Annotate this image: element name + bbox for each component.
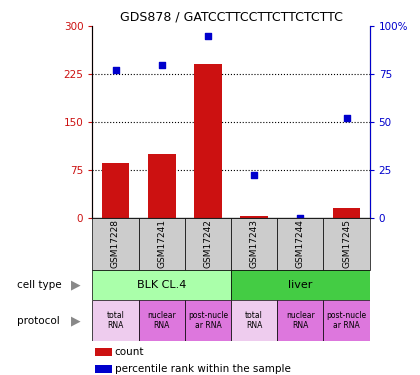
Text: protocol: protocol — [17, 316, 60, 326]
Bar — [277, 300, 323, 341]
Point — [297, 214, 304, 220]
Point — [205, 33, 211, 39]
Text: post-nucle
ar RNA: post-nucle ar RNA — [188, 311, 228, 330]
Bar — [95, 348, 112, 356]
Text: GSM17245: GSM17245 — [342, 219, 351, 268]
Title: GDS878 / GATCCTTCCTTCTTCTCTTC: GDS878 / GATCCTTCCTTCTTCTCTTC — [120, 11, 342, 24]
Bar — [139, 300, 185, 341]
Bar — [185, 217, 231, 270]
Bar — [92, 217, 139, 270]
Bar — [231, 270, 370, 300]
Bar — [240, 216, 268, 217]
Bar — [333, 208, 360, 218]
Text: cell type: cell type — [17, 280, 61, 290]
Text: GSM17241: GSM17241 — [157, 219, 166, 268]
Text: GSM17228: GSM17228 — [111, 219, 120, 268]
Text: nuclear
RNA: nuclear RNA — [286, 311, 315, 330]
Point — [343, 115, 350, 121]
Bar — [323, 217, 370, 270]
Point — [112, 67, 119, 73]
Bar — [92, 270, 231, 300]
Bar — [148, 154, 176, 218]
Text: count: count — [115, 347, 144, 357]
Bar — [231, 300, 277, 341]
Text: post-nucle
ar RNA: post-nucle ar RNA — [326, 311, 367, 330]
Point — [158, 62, 165, 68]
Bar — [194, 64, 222, 218]
Text: ▶: ▶ — [71, 314, 80, 327]
Text: nuclear
RNA: nuclear RNA — [147, 311, 176, 330]
Text: BLK CL.4: BLK CL.4 — [137, 280, 186, 290]
Text: total
RNA: total RNA — [245, 311, 263, 330]
Text: liver: liver — [288, 280, 312, 290]
Bar — [102, 164, 129, 218]
Bar — [323, 300, 370, 341]
Bar — [277, 217, 323, 270]
Bar — [92, 300, 139, 341]
Bar — [95, 365, 112, 374]
Text: ▶: ▶ — [71, 279, 80, 291]
Point — [251, 172, 257, 178]
Text: percentile rank within the sample: percentile rank within the sample — [115, 364, 291, 374]
Text: total
RNA: total RNA — [107, 311, 124, 330]
Text: GSM17242: GSM17242 — [203, 219, 213, 268]
Text: GSM17243: GSM17243 — [249, 219, 259, 268]
Bar — [185, 300, 231, 341]
Bar — [231, 217, 277, 270]
Bar — [139, 217, 185, 270]
Text: GSM17244: GSM17244 — [296, 219, 305, 268]
